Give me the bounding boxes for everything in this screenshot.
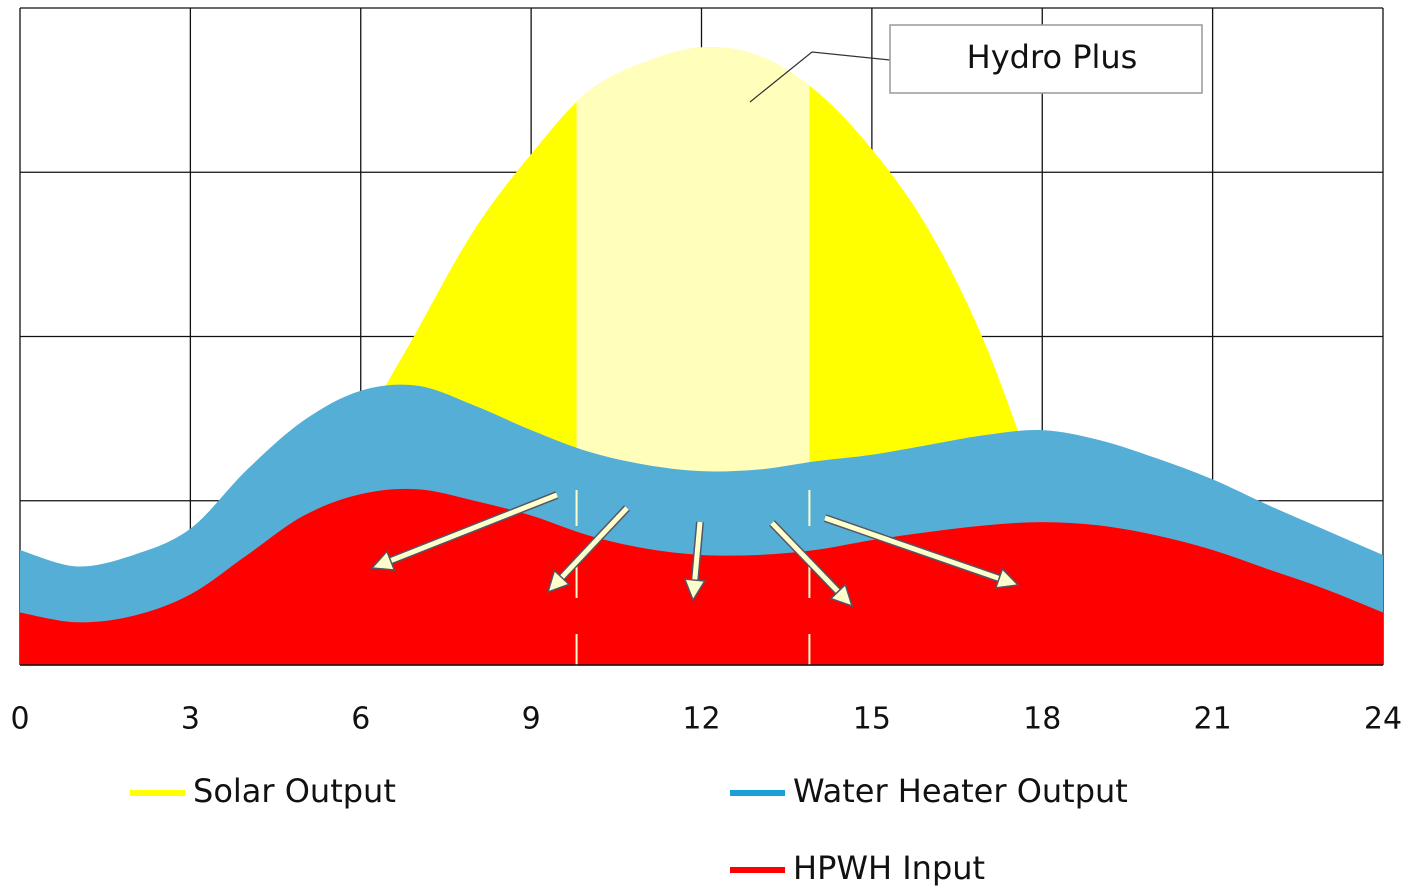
arrow <box>370 491 559 571</box>
area <box>20 488 1383 665</box>
arrow-head <box>994 567 1020 589</box>
x-tick-label: 21 <box>1194 702 1232 737</box>
arrow <box>546 505 630 594</box>
x-tick-label: 15 <box>853 702 891 737</box>
arrow-head <box>829 583 854 608</box>
annotation-label: Hydro Plus <box>967 38 1138 76</box>
arrow <box>769 520 854 608</box>
arrow-shaft <box>559 506 629 580</box>
arrow-head <box>546 569 571 594</box>
arrow <box>823 514 1020 589</box>
x-tick-label: 18 <box>1023 702 1061 737</box>
arrow-shaft <box>389 492 558 563</box>
arrow-head <box>683 578 707 602</box>
arrow <box>683 521 707 602</box>
x-tick-label: 9 <box>522 702 541 737</box>
arrow-shaft <box>824 515 1000 581</box>
legend-label: Water Heater Output <box>793 772 1128 810</box>
annotation-leader <box>749 51 891 103</box>
arrow-shaft <box>692 521 703 581</box>
arrow-head <box>370 549 396 571</box>
x-tick-label: 24 <box>1364 702 1402 737</box>
annotation-box <box>889 24 1203 94</box>
legend-label: HPWH Input <box>793 849 985 887</box>
legend-label: Solar Output <box>193 772 396 810</box>
arrow-shaft <box>770 521 840 594</box>
x-tick-label: 12 <box>682 702 720 737</box>
x-tick-label: 3 <box>181 702 200 737</box>
x-tick-label: 6 <box>351 702 370 737</box>
overlay <box>370 490 1020 665</box>
x-tick-label: 0 <box>10 702 29 737</box>
